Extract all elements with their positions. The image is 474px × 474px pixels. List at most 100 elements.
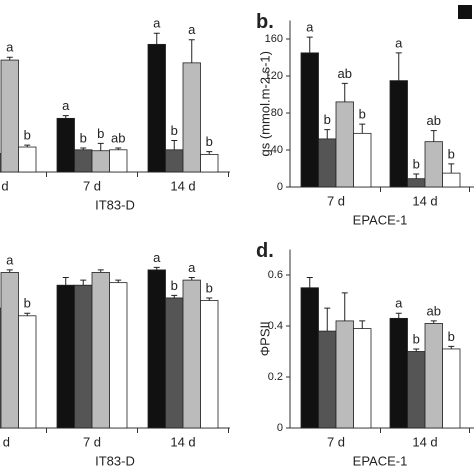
error-bar: [413, 173, 420, 179]
significance-letter: b: [448, 146, 455, 161]
y-tick-label: 40: [271, 144, 283, 156]
bar: [300, 52, 319, 188]
significance-letter: a: [306, 20, 314, 35]
error-bar: [430, 130, 437, 142]
bar: [147, 269, 166, 429]
error-bar: [80, 279, 87, 286]
x-axis-title: IT83-D: [95, 453, 135, 468]
error-bar: [306, 36, 313, 53]
significance-letter: b: [24, 128, 31, 143]
bar: [56, 284, 75, 429]
x-tick-label: 14 d: [170, 178, 195, 193]
error-bar: [6, 56, 13, 61]
bar: [389, 80, 408, 188]
bar: [407, 178, 426, 188]
error-bar: [62, 277, 69, 286]
bar: [200, 300, 219, 429]
error-bar: [153, 266, 160, 270]
significance-letter: a: [395, 35, 403, 50]
significance-letter: a: [153, 16, 161, 31]
y-tick-label: 80: [271, 107, 283, 119]
error-bar: [341, 82, 348, 102]
significance-letter: b: [448, 329, 455, 344]
significance-letter: a: [6, 40, 14, 55]
significance-letter: ab: [427, 303, 441, 318]
panel-label: b.: [256, 11, 274, 33]
bar: [353, 328, 372, 429]
significance-letter: b: [24, 296, 31, 311]
bar: [318, 138, 337, 188]
bar: [91, 272, 110, 429]
significance-letter: b: [324, 112, 331, 127]
x-tick-label: 7 d: [83, 178, 101, 193]
error-bar: [395, 312, 402, 319]
significance-letter: a: [153, 250, 161, 265]
y-axis-title: gs (mmol.m-2.s-1): [257, 51, 272, 156]
error-bar: [24, 144, 31, 148]
significance-letter: a: [62, 98, 70, 113]
significance-letter: a: [395, 296, 403, 311]
x-tick-label: 14 d: [170, 434, 195, 449]
error-bar: [115, 147, 122, 150]
y-tick-label: 160: [265, 33, 283, 45]
bar: [147, 43, 166, 173]
bar: [182, 279, 201, 429]
significance-letter: b: [80, 130, 87, 145]
error-bar: [359, 320, 366, 329]
significance-letter: ab: [338, 66, 352, 81]
x-tick-label: 14 d: [412, 434, 437, 449]
error-bar: [97, 269, 104, 273]
error-bar: [306, 277, 313, 288]
error-bar: [395, 52, 402, 81]
error-bar: [24, 312, 31, 316]
bar: [424, 141, 443, 188]
error-bar: [430, 320, 437, 324]
bar: [109, 149, 128, 173]
bar: [74, 149, 93, 173]
error-bar: [341, 292, 348, 321]
significance-letter: b: [413, 331, 420, 346]
x-tick-label: 14 d: [412, 193, 437, 208]
x-tick-label: 7 d: [83, 434, 101, 449]
error-bar: [359, 123, 366, 134]
significance-letter: ab: [427, 113, 441, 128]
bar: [335, 320, 354, 429]
error-bar: [188, 39, 195, 63]
error-bar: [413, 348, 420, 352]
bar: [165, 297, 184, 429]
bar: [389, 317, 408, 429]
significance-letter: b: [359, 107, 366, 122]
legend-swatch: [458, 5, 472, 19]
error-bar: [171, 140, 178, 150]
bar: [442, 172, 461, 188]
significance-letter: b: [97, 126, 104, 141]
significance-letter: a: [6, 252, 14, 267]
bar: [353, 132, 372, 188]
error-bar: [188, 277, 195, 281]
error-bar: [115, 279, 122, 283]
x-axis-title: EPACE-1: [353, 453, 408, 468]
bar: [407, 351, 426, 429]
significance-letter: ab: [111, 130, 125, 145]
error-bar: [324, 307, 331, 332]
bar: [91, 150, 110, 173]
y-axis-title: ΦPSII: [257, 321, 272, 356]
y-tick-label: 0.2: [268, 371, 283, 383]
x-tick-label: 4 d: [0, 434, 10, 449]
x-tick-label: 7 d: [327, 193, 345, 208]
error-bar: [206, 151, 213, 155]
error-bar: [324, 129, 331, 139]
x-axis-title: EPACE-1: [353, 212, 408, 227]
significance-letter: a: [188, 22, 196, 37]
bar: [74, 284, 93, 429]
significance-letter: b: [206, 280, 213, 295]
y-tick-label: 0: [277, 422, 283, 434]
y-tick-label: 0.6: [268, 269, 283, 281]
bar: [0, 59, 19, 173]
error-bar: [97, 142, 104, 151]
significance-letter: b: [206, 134, 213, 149]
y-tick-label: 0.4: [268, 320, 283, 332]
bar: [0, 272, 19, 429]
error-bar: [6, 269, 13, 273]
